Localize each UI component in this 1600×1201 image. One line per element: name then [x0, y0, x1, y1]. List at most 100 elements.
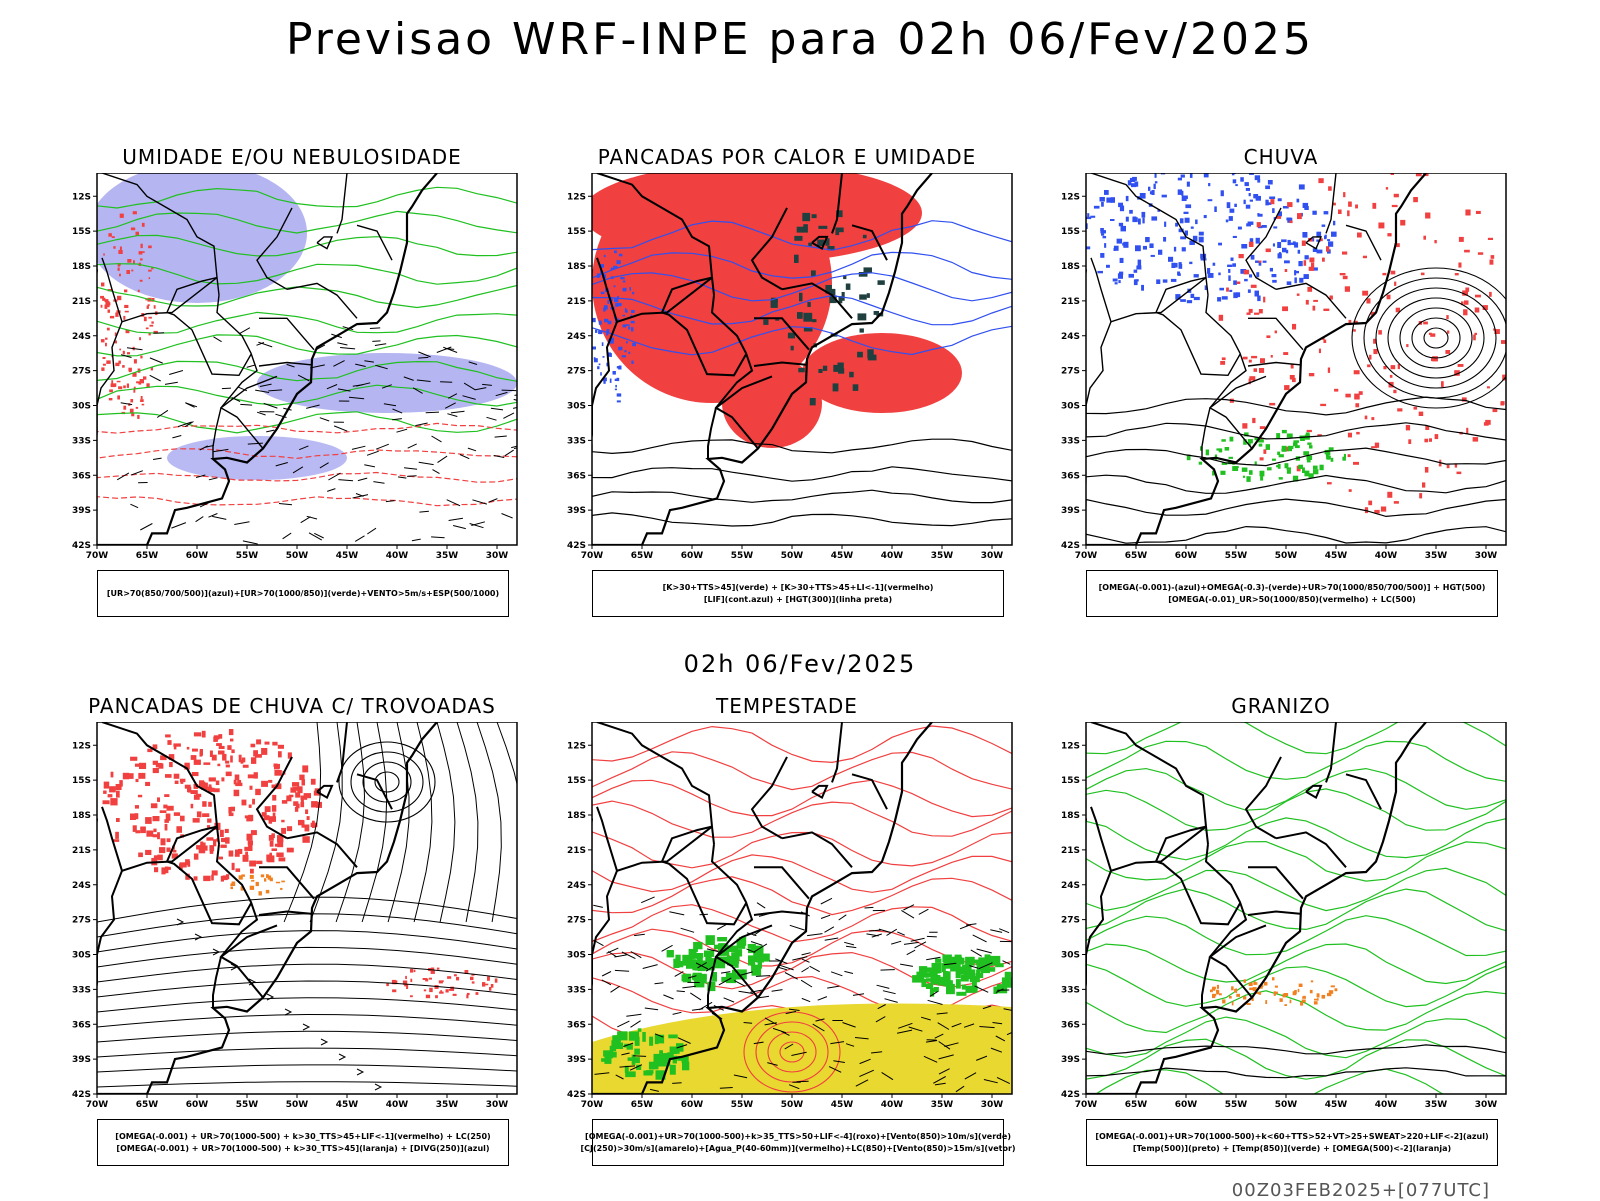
lon-tick-label: 70W	[581, 1100, 604, 1110]
lat-tick-label: 39S	[567, 1055, 586, 1065]
lon-tick-label: 60W	[1175, 551, 1198, 561]
lon-tick-label: 30W	[981, 1100, 1004, 1110]
lon-tick-label: 40W	[386, 1100, 409, 1110]
lat-tick-label: 30S	[1061, 951, 1080, 961]
legend-line: [LIF](cont.azul) + [HGT(300)](linha pret…	[704, 594, 892, 606]
lat-tick-label: 27S	[1061, 367, 1080, 377]
forecast-time-label: 02h 06/Fev/2025	[0, 650, 1600, 678]
legend-line: [OMEGA(-0.001)+UR>70(1000-500)+k<60+TTS>…	[1095, 1131, 1488, 1143]
lon-tick-label: 30W	[486, 551, 509, 561]
lat-tick-label: 18S	[72, 811, 91, 821]
lat-tick-label: 36S	[567, 1020, 586, 1030]
lat-tick-label: 12S	[72, 192, 91, 202]
lon-tick-label: 35W	[436, 551, 459, 561]
lat-tick-label: 39S	[1061, 1055, 1080, 1065]
lat-tick-label: 30S	[72, 402, 91, 412]
lon-tick-label: 55W	[236, 551, 259, 561]
lon-tick-label: 70W	[1075, 551, 1098, 561]
lon-tick-label: 45W	[1325, 1100, 1348, 1110]
lat-tick-label: 24S	[1061, 881, 1080, 891]
lat-tick-label: 36S	[72, 471, 91, 481]
panel-legend: [OMEGA(-0.001)+UR>70(1000-500)+k<60+TTS>…	[1086, 1119, 1498, 1166]
lat-tick-label: 21S	[567, 297, 586, 307]
lat-tick-label: 27S	[1061, 916, 1080, 926]
lat-tick-label: 12S	[567, 192, 586, 202]
lon-tick-label: 50W	[1275, 551, 1298, 561]
lon-tick-label: 55W	[1225, 551, 1248, 561]
lat-tick-label: 39S	[72, 506, 91, 516]
lon-tick-label: 50W	[1275, 1100, 1298, 1110]
panel-title: PANCADAS POR CALOR E UMIDADE	[552, 145, 1022, 169]
main-title: Previsao WRF-INPE para 02h 06/Fev/2025	[0, 14, 1600, 65]
lat-tick-label: 18S	[72, 262, 91, 272]
lat-tick-label: 24S	[72, 881, 91, 891]
lat-tick-label: 24S	[567, 881, 586, 891]
lat-tick-label: 30S	[72, 951, 91, 961]
lat-tick-label: 33S	[72, 436, 91, 446]
panel-title: CHUVA	[1046, 145, 1516, 169]
legend-line: [OMEGA(-0.001)+UR>70(1000-500)+k>35_TTS>…	[585, 1131, 1011, 1143]
lat-tick-label: 27S	[72, 367, 91, 377]
legend-line: [OMEGA(-0.001) + UR>70(1000-500) + k>30_…	[116, 1143, 489, 1155]
lon-tick-label: 30W	[1475, 1100, 1498, 1110]
lat-tick-label: 18S	[567, 262, 586, 272]
lat-tick-label: 36S	[1061, 471, 1080, 481]
legend-line: [Temp(500)](preto) + [Temp(850)](verde) …	[1133, 1143, 1451, 1155]
lat-tick-label: 12S	[1061, 741, 1080, 751]
lat-tick-label: 36S	[567, 471, 586, 481]
lon-tick-label: 35W	[931, 551, 954, 561]
lon-tick-label: 30W	[486, 1100, 509, 1110]
lat-tick-label: 42S	[72, 1090, 91, 1100]
lat-tick-label: 21S	[1061, 846, 1080, 856]
lon-tick-label: 45W	[1325, 551, 1348, 561]
legend-line: [UR>70(850/700/500)](azul)+[UR>70(1000/8…	[107, 588, 499, 600]
legend-line: [OMEGA(-0.01)_UR>50(1000/850)(vermelho) …	[1168, 594, 1416, 606]
panel-legend: [OMEGA(-0.001)+UR>70(1000-500)+k>35_TTS>…	[592, 1119, 1004, 1166]
lon-tick-label: 60W	[186, 551, 209, 561]
lon-tick-label: 35W	[436, 1100, 459, 1110]
lat-tick-label: 36S	[72, 1020, 91, 1030]
lat-tick-label: 27S	[567, 367, 586, 377]
panel-title: UMIDADE E/OU NEBULOSIDADE	[57, 145, 527, 169]
run-stamp: 00Z03FEB2025+[077UTC]	[1232, 1180, 1490, 1201]
lat-tick-label: 24S	[1061, 332, 1080, 342]
lat-tick-label: 42S	[1061, 541, 1080, 551]
lat-tick-label: 33S	[1061, 436, 1080, 446]
lat-tick-label: 18S	[1061, 811, 1080, 821]
lat-tick-label: 21S	[72, 846, 91, 856]
legend-line: [OMEGA(-0.001)-(azul)+OMEGA(-0.3)-(verde…	[1099, 582, 1486, 594]
lon-tick-label: 30W	[981, 551, 1004, 561]
lon-tick-label: 55W	[731, 1100, 754, 1110]
lon-tick-label: 45W	[831, 1100, 854, 1110]
lat-tick-label: 24S	[567, 332, 586, 342]
lon-tick-label: 45W	[831, 551, 854, 561]
lat-tick-label: 12S	[1061, 192, 1080, 202]
lon-tick-label: 70W	[86, 551, 109, 561]
panel-legend: [UR>70(850/700/500)](azul)+[UR>70(1000/8…	[97, 570, 509, 617]
legend-line: [OMEGA(-0.001) + UR>70(1000-500) + k>30_…	[115, 1131, 490, 1143]
lon-tick-label: 35W	[1425, 551, 1448, 561]
humidity-band-south2	[167, 436, 347, 480]
lat-tick-label: 18S	[1061, 262, 1080, 272]
lon-tick-label: 40W	[881, 551, 904, 561]
panel-legend: [OMEGA(-0.001) + UR>70(1000-500) + k>30_…	[97, 1119, 509, 1166]
lon-tick-label: 65W	[136, 1100, 159, 1110]
lat-tick-label: 33S	[72, 985, 91, 995]
lat-tick-label: 39S	[567, 506, 586, 516]
lon-tick-label: 65W	[136, 551, 159, 561]
lat-tick-label: 39S	[72, 1055, 91, 1065]
legend-line: [K>30+TTS>45](verde) + [K>30+TTS>45+LI<-…	[663, 582, 934, 594]
lat-tick-label: 15S	[72, 776, 91, 786]
lon-tick-label: 60W	[681, 1100, 704, 1110]
red-instability-east	[802, 333, 962, 413]
lat-tick-label: 15S	[567, 227, 586, 237]
lon-tick-label: 55W	[1225, 1100, 1248, 1110]
